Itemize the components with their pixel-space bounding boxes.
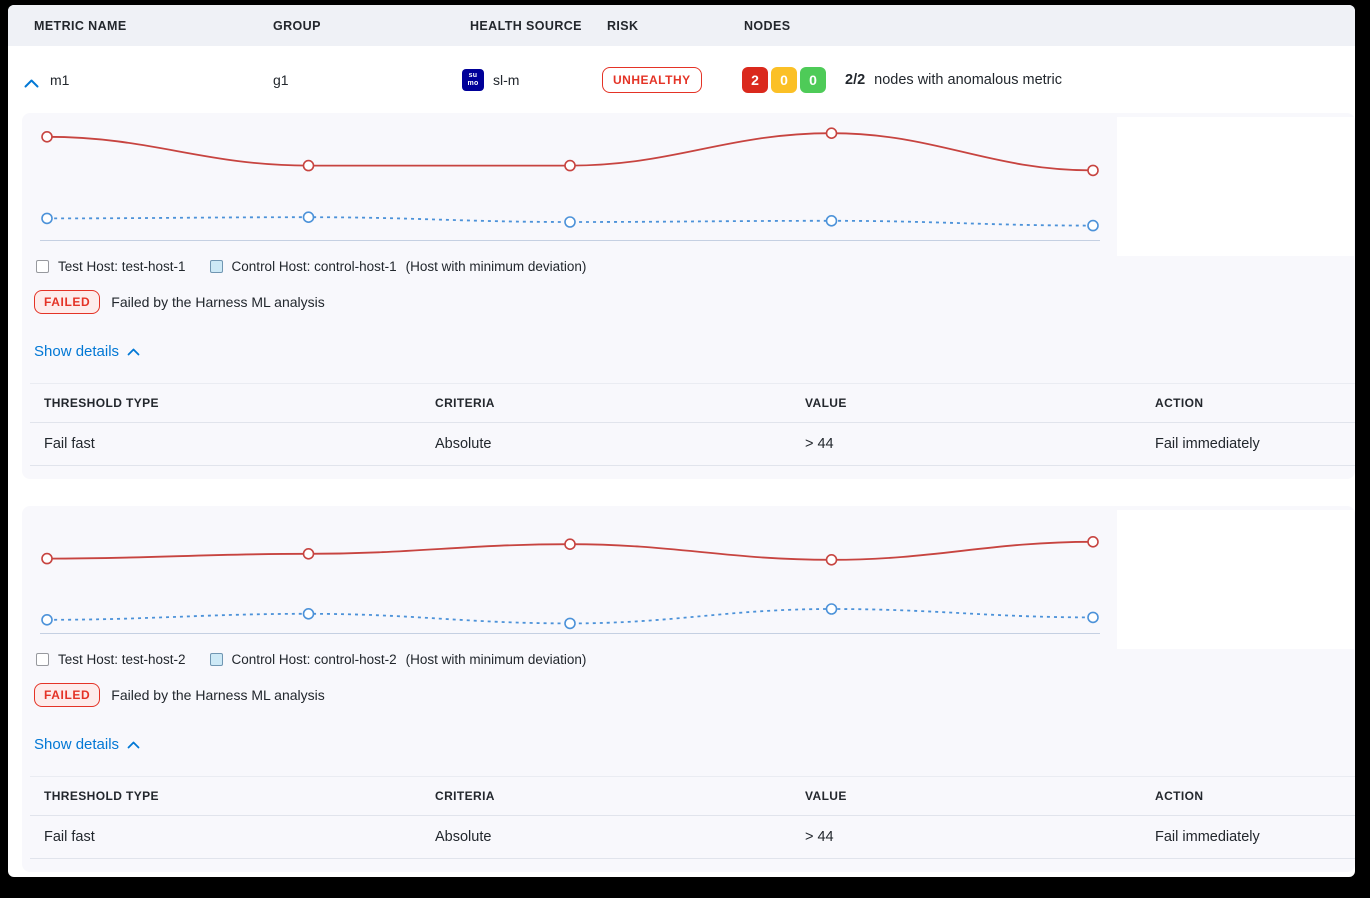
sumologic-icon: su mo xyxy=(462,68,484,91)
failed-status-badge: FAILED xyxy=(34,289,101,314)
anomalous-nodes-badge: 2 xyxy=(742,66,768,93)
show-details-toggle[interactable]: Show details xyxy=(34,736,140,753)
column-header-nodes: NODES xyxy=(744,18,791,33)
test-host-legend-label: Test Host: test-host-1 xyxy=(58,259,186,274)
criteria-value: Absolute xyxy=(435,829,492,845)
analysis-status-row: FAILED Failed by the Harness ML analysis xyxy=(34,682,325,707)
action-header: ACTION xyxy=(1155,396,1204,410)
chart-legend: Test Host: test-host-1 Control Host: con… xyxy=(36,259,586,274)
chart-side-panel xyxy=(1117,510,1354,649)
value-value: > 44 xyxy=(805,829,834,845)
analysis-status-message: Failed by the Harness ML analysis xyxy=(111,686,325,703)
timeseries-chart-host-1[interactable] xyxy=(40,120,1100,246)
host-section-1: Test Host: test-host-1 Control Host: con… xyxy=(22,113,1355,479)
nodes-summary: nodes with anomalous metric xyxy=(874,71,1062,88)
test-host-legend-checkbox[interactable] xyxy=(36,653,49,666)
test-host-legend-checkbox[interactable] xyxy=(36,260,49,273)
threshold-type-value: Fail fast xyxy=(44,436,95,452)
analysis-status-row: FAILED Failed by the Harness ML analysis xyxy=(34,289,325,314)
value-value: > 44 xyxy=(805,436,834,452)
healthy-nodes-badge: 0 xyxy=(800,66,826,93)
column-header-metric-name: METRIC NAME xyxy=(34,18,127,33)
chart-side-panel xyxy=(1117,117,1354,256)
chevron-up-icon xyxy=(127,348,140,355)
analysis-status-message: Failed by the Harness ML analysis xyxy=(111,293,325,310)
column-header-risk: RISK xyxy=(607,18,639,33)
collapse-chevron-icon[interactable] xyxy=(24,75,39,93)
risk-cell: UNHEALTHY xyxy=(602,46,702,113)
health-source-label: sl-m xyxy=(493,71,520,88)
action-value: Fail immediately xyxy=(1155,436,1260,452)
nodes-cell: 2 0 0 2/2 nodes with anomalous metric xyxy=(742,46,1062,113)
show-details-label: Show details xyxy=(34,343,120,360)
threshold-type-value: Fail fast xyxy=(44,829,95,845)
action-header: ACTION xyxy=(1155,789,1204,803)
metric-group: g1 xyxy=(273,71,289,88)
show-details-toggle[interactable]: Show details xyxy=(34,343,140,360)
threshold-type-header: THRESHOLD TYPE xyxy=(44,396,159,410)
sumologic-icon-text-top: su xyxy=(468,72,478,79)
threshold-table-row: Fail fast Absolute > 44 Fail immediately xyxy=(30,816,1355,859)
threshold-table: THRESHOLD TYPE CRITERIA VALUE ACTION Fai… xyxy=(30,383,1355,466)
criteria-value: Absolute xyxy=(435,436,492,452)
health-source: su mo sl-m xyxy=(462,46,519,113)
minimum-deviation-note: (Host with minimum deviation) xyxy=(405,259,587,274)
timeseries-chart-host-2[interactable] xyxy=(40,513,1100,639)
control-host-legend-label: Control Host: control-host-1 xyxy=(231,259,397,274)
show-details-label: Show details xyxy=(34,736,120,753)
control-host-legend-checkbox[interactable] xyxy=(209,260,223,273)
threshold-type-header: THRESHOLD TYPE xyxy=(44,789,159,803)
threshold-table: THRESHOLD TYPE CRITERIA VALUE ACTION Fai… xyxy=(30,776,1355,859)
host-section-2: Test Host: test-host-2 Control Host: con… xyxy=(22,506,1355,872)
nodes-ratio: 2/2 xyxy=(845,71,866,88)
risk-badge-unhealthy: UNHEALTHY xyxy=(602,66,702,93)
chevron-up-icon xyxy=(127,741,140,748)
test-host-legend-label: Test Host: test-host-2 xyxy=(58,652,186,667)
control-host-legend-label: Control Host: control-host-2 xyxy=(231,652,397,667)
metric-row[interactable]: m1 g1 su mo sl-m UNHEALTHY 2 0 0 2/2 nod… xyxy=(8,46,1355,113)
table-header-row: METRIC NAME GROUP HEALTH SOURCE RISK NOD… xyxy=(8,5,1355,47)
column-header-health-source: HEALTH SOURCE xyxy=(470,18,582,33)
minimum-deviation-note: (Host with minimum deviation) xyxy=(405,652,587,667)
action-value: Fail immediately xyxy=(1155,829,1260,845)
value-header: VALUE xyxy=(805,396,847,410)
chart-legend: Test Host: test-host-2 Control Host: con… xyxy=(36,652,586,667)
sumologic-icon-text-bottom: mo xyxy=(467,79,479,87)
metrics-analysis-panel: METRIC NAME GROUP HEALTH SOURCE RISK NOD… xyxy=(8,5,1355,877)
threshold-table-row: Fail fast Absolute > 44 Fail immediately xyxy=(30,423,1355,466)
value-header: VALUE xyxy=(805,789,847,803)
threshold-table-header: THRESHOLD TYPE CRITERIA VALUE ACTION xyxy=(30,777,1355,816)
failed-status-badge: FAILED xyxy=(34,682,101,707)
metric-name: m1 xyxy=(50,71,70,88)
warning-nodes-badge: 0 xyxy=(771,66,797,93)
column-header-group: GROUP xyxy=(273,18,321,33)
criteria-header: CRITERIA xyxy=(435,396,495,410)
criteria-header: CRITERIA xyxy=(435,789,495,803)
control-host-legend-checkbox[interactable] xyxy=(209,653,223,666)
threshold-table-header: THRESHOLD TYPE CRITERIA VALUE ACTION xyxy=(30,384,1355,423)
